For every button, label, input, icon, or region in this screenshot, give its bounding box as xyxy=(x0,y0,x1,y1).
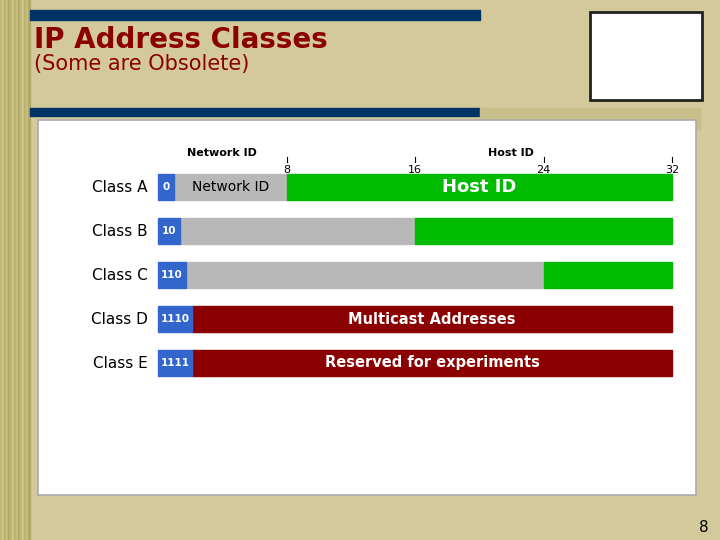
Bar xyxy=(480,108,700,130)
Text: 16: 16 xyxy=(408,165,422,175)
Bar xyxy=(174,174,287,200)
Bar xyxy=(20,0,22,540)
Text: Host ID: Host ID xyxy=(488,148,534,158)
Bar xyxy=(0,0,2,540)
Text: Class C: Class C xyxy=(92,267,148,282)
Text: 10: 10 xyxy=(162,226,176,236)
Text: 8: 8 xyxy=(699,521,708,536)
Bar xyxy=(544,262,672,288)
Bar xyxy=(158,174,174,200)
Bar xyxy=(158,218,180,244)
Bar xyxy=(158,306,192,332)
Bar xyxy=(16,0,18,540)
Text: Host ID: Host ID xyxy=(442,178,516,196)
Bar xyxy=(38,120,696,495)
Bar xyxy=(2,0,4,540)
Text: Network ID: Network ID xyxy=(187,148,257,158)
Text: Reserved for experiments: Reserved for experiments xyxy=(325,355,539,370)
Bar xyxy=(30,10,480,20)
Text: (Some are Obsolete): (Some are Obsolete) xyxy=(34,54,249,74)
Bar xyxy=(186,262,544,288)
Text: 1111: 1111 xyxy=(161,358,189,368)
Bar xyxy=(28,0,30,540)
Bar xyxy=(6,0,8,540)
Bar xyxy=(180,218,415,244)
Text: 110: 110 xyxy=(161,270,183,280)
Text: Class B: Class B xyxy=(92,224,148,239)
Text: 1110: 1110 xyxy=(161,314,189,324)
Bar xyxy=(415,218,672,244)
Text: 32: 32 xyxy=(665,165,679,175)
Bar xyxy=(158,350,192,376)
Bar xyxy=(8,0,10,540)
Bar xyxy=(30,108,480,116)
Text: Class A: Class A xyxy=(92,179,148,194)
Text: 0: 0 xyxy=(163,182,170,192)
Bar xyxy=(18,0,20,540)
Text: 8: 8 xyxy=(283,165,290,175)
Text: Network ID: Network ID xyxy=(192,180,269,194)
Bar xyxy=(590,12,702,100)
Bar xyxy=(22,0,24,540)
Bar xyxy=(192,350,672,376)
Bar xyxy=(287,174,672,200)
Text: 24: 24 xyxy=(536,165,551,175)
Text: IP Address Classes: IP Address Classes xyxy=(34,26,328,54)
Bar xyxy=(14,0,16,540)
Bar xyxy=(4,0,6,540)
Bar xyxy=(10,0,12,540)
Bar xyxy=(158,262,186,288)
Text: Multicast Addresses: Multicast Addresses xyxy=(348,312,516,327)
Bar xyxy=(12,0,14,540)
Text: Class D: Class D xyxy=(91,312,148,327)
Bar xyxy=(26,0,28,540)
Bar xyxy=(24,0,26,540)
Text: Class E: Class E xyxy=(94,355,148,370)
Bar xyxy=(192,306,672,332)
